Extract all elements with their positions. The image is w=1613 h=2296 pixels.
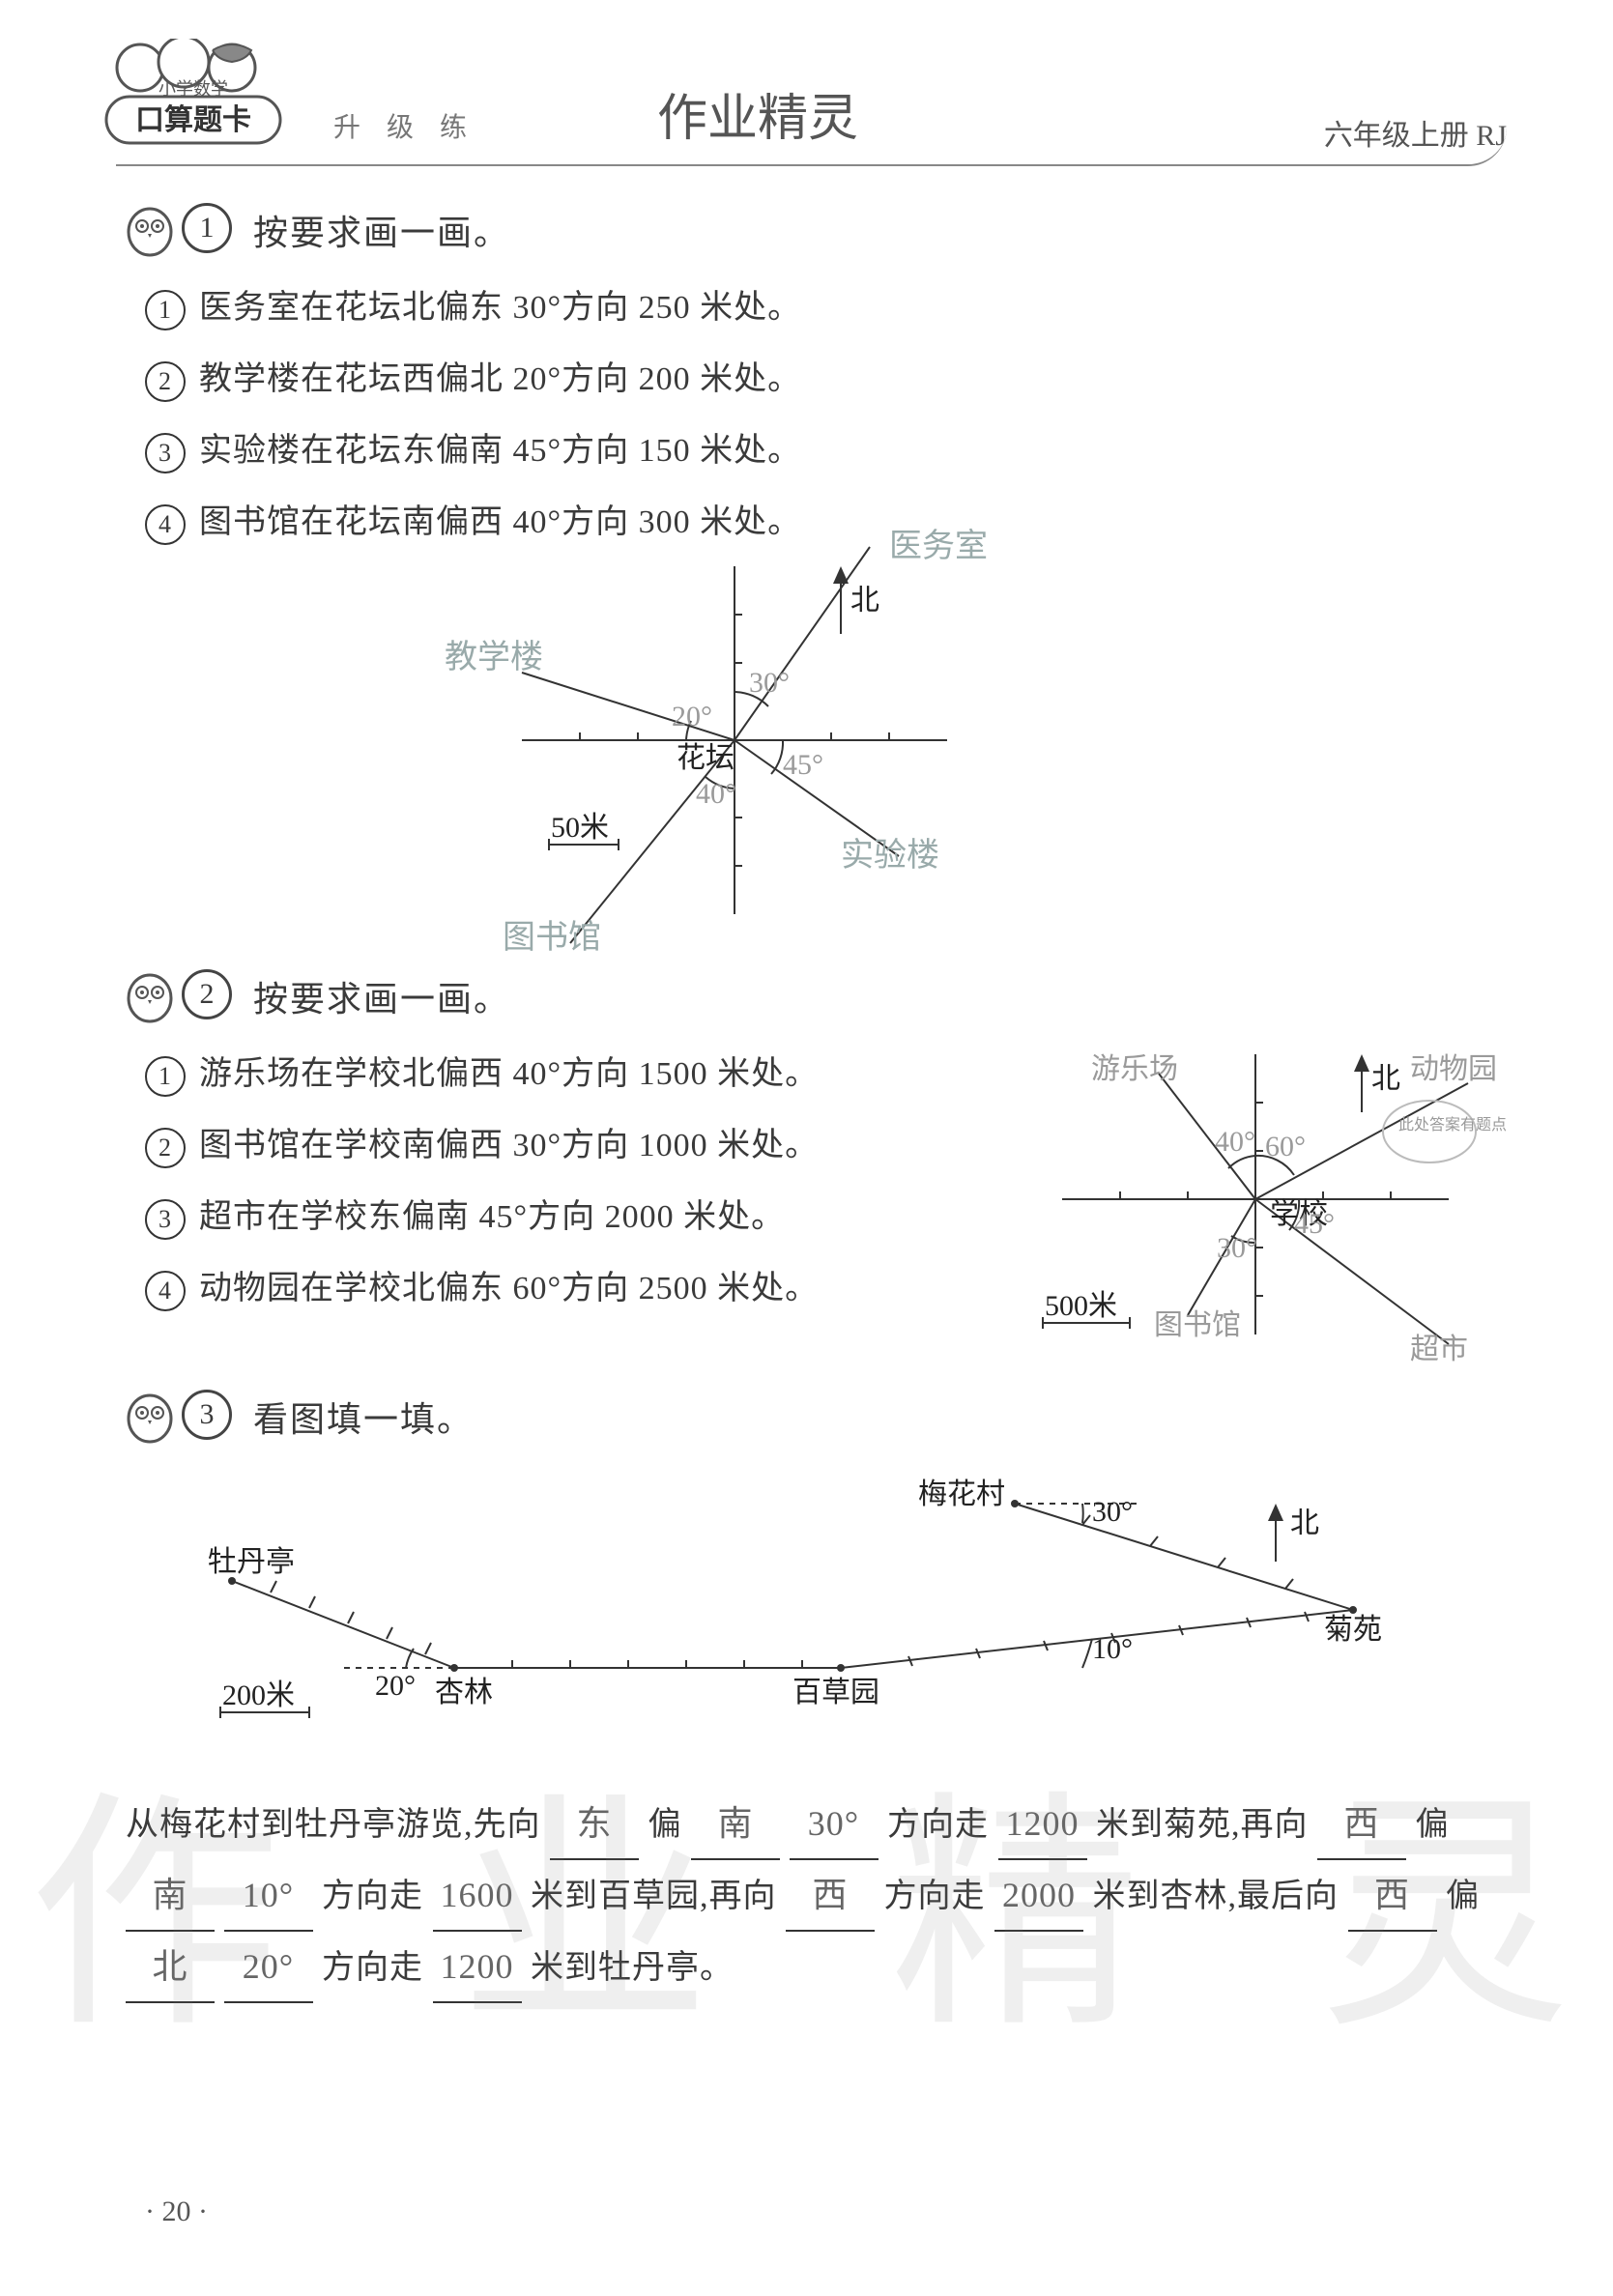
q3-lbl-mudanting: 牡丹亭 (208, 1546, 295, 1578)
q1-item-3: 3实验楼在花坛东偏南 45°方向 150 米处。 (145, 423, 1507, 474)
q1-title: 按要求画一画。 (253, 214, 510, 252)
q2-item-3: 3超市在学校东偏南 45°方向 2000 米处。 (145, 1190, 965, 1240)
q3-title: 看图填一填。 (253, 1400, 474, 1439)
q1-item-1: 1医务室在花坛北偏东 30°方向 250 米处。 (145, 280, 1507, 330)
badge-bottom-text: 口算题卡 (135, 103, 251, 136)
q3-lbl-xinglin: 杏林 (435, 1677, 493, 1708)
blank-14[interactable]: 1200 (433, 1932, 522, 2003)
q2-north: 北 (1371, 1063, 1400, 1095)
page-title: 作业精灵 (657, 77, 858, 150)
owl-icon (116, 967, 184, 1025)
q3-angle-20: 20° (375, 1670, 416, 1702)
q2-angle-40: 40° (1215, 1126, 1255, 1158)
q2-note: 此处答案有题点↗ (1398, 1116, 1507, 1134)
q2-angle-30: 30° (1217, 1232, 1257, 1264)
owl-icon (116, 1388, 184, 1446)
page-header: 小学数学 口算题卡 升 级 练 作业精灵 六年级上册 RJ (116, 58, 1507, 166)
blank-8[interactable]: 1600 (433, 1860, 522, 1932)
question-3: 3 看图填一填。 (116, 1388, 1507, 2003)
blank-9[interactable]: 西 (786, 1860, 875, 1932)
q2-title: 按要求画一画。 (253, 980, 510, 1019)
page-number: · 20 · (145, 2196, 208, 2228)
q3-lbl-baicaoyuan: 百草园 (792, 1677, 879, 1708)
q3-number: 3 (182, 1390, 232, 1440)
q3-fill-text: 从梅花村到牡丹亭游览,先向 东 偏 南 30° 方向走 1200 米到菊苑,再向… (126, 1789, 1507, 2003)
blank-12[interactable]: 北 (126, 1932, 215, 2003)
upgrade-label: 升 级 练 (333, 106, 476, 145)
blank-2[interactable]: 南 (691, 1789, 780, 1860)
blank-3[interactable]: 30° (790, 1789, 879, 1860)
blank-7[interactable]: 10° (224, 1860, 313, 1932)
q3-angle-30: 30° (1092, 1496, 1133, 1528)
q2-lbl-dongwuyuan: 动物园 (1410, 1053, 1497, 1085)
q2-lbl-chaoshi: 超市 (1410, 1334, 1468, 1365)
q1-angle-30: 30° (749, 667, 790, 699)
q3-scale: 200米 (222, 1679, 295, 1711)
q3-diagram: 牡丹亭 杏林 百草园 菊苑 梅花村 北 20° 10° 30° 200米 (116, 1465, 1507, 1760)
q2-lbl-youlechang: 游乐场 (1091, 1053, 1178, 1085)
grade-label: 六年级上册 RJ (1324, 111, 1507, 154)
q2-lbl-tushuguan: 图书馆 (1154, 1309, 1241, 1341)
owl-icon (116, 201, 184, 259)
q1-diagram: 北 花坛 医务室 教学楼 实验楼 图书馆 30° 20° 45° 40° 50米 (387, 528, 1507, 958)
q2-item-1: 1游乐场在学校北偏西 40°方向 1500 米处。 (145, 1047, 965, 1097)
blank-13[interactable]: 20° (224, 1932, 313, 2003)
q3-lbl-juyuan: 菊苑 (1324, 1614, 1382, 1646)
q1-lbl-tushuguan: 图书馆 (503, 919, 601, 953)
q2-scale: 500米 (1045, 1290, 1117, 1322)
q2-angle-60: 60° (1265, 1131, 1306, 1162)
blank-11[interactable]: 西 (1348, 1860, 1437, 1932)
question-1: 1 按要求画一画。 1医务室在花坛北偏东 30°方向 250 米处。 2教学楼在… (116, 201, 1507, 958)
q1-lbl-yiwushi: 医务室 (889, 528, 988, 564)
q1-lbl-shiyanlou: 实验楼 (841, 837, 939, 874)
q2-angle-45: 45° (1294, 1208, 1335, 1240)
q1-north: 北 (850, 585, 879, 617)
q1-scale: 50米 (551, 812, 609, 844)
logo-badge: 小学数学 口算题卡 (87, 39, 300, 155)
q1-item-2: 2教学楼在花坛西偏北 20°方向 200 米处。 (145, 352, 1507, 402)
q2-item-2: 2图书馆在学校南偏西 30°方向 1000 米处。 (145, 1118, 965, 1168)
blank-5[interactable]: 西 (1317, 1789, 1406, 1860)
q1-center: 花坛 (677, 742, 734, 774)
blank-4[interactable]: 1200 (998, 1789, 1087, 1860)
q3-lbl-meihuacun: 梅花村 (918, 1478, 1005, 1510)
q1-number: 1 (182, 203, 232, 253)
q3-north: 北 (1290, 1507, 1319, 1539)
blank-10[interactable]: 2000 (994, 1860, 1083, 1932)
q2-number: 2 (182, 969, 232, 1019)
question-2: 2 按要求画一画。 1游乐场在学校北偏西 40°方向 1500 米处。 2图书馆… (116, 967, 1507, 1378)
q2-item-4: 4动物园在学校北偏东 60°方向 2500 米处。 (145, 1261, 965, 1311)
q1-angle-40: 40° (696, 778, 736, 810)
q3-angle-10: 10° (1092, 1633, 1133, 1665)
q1-lbl-jiaoxuelou: 教学楼 (445, 639, 543, 675)
blank-6[interactable]: 南 (126, 1860, 215, 1932)
q1-angle-20: 20° (672, 701, 712, 732)
q1-angle-45: 45° (783, 749, 823, 781)
badge-top-text: 小学数学 (158, 79, 228, 99)
blank-1[interactable]: 东 (550, 1789, 639, 1860)
q2-diagram: 北 学校 游乐场 动物园 图书馆 超市 40° 60° 30° 45° 500米 (965, 1025, 1507, 1378)
